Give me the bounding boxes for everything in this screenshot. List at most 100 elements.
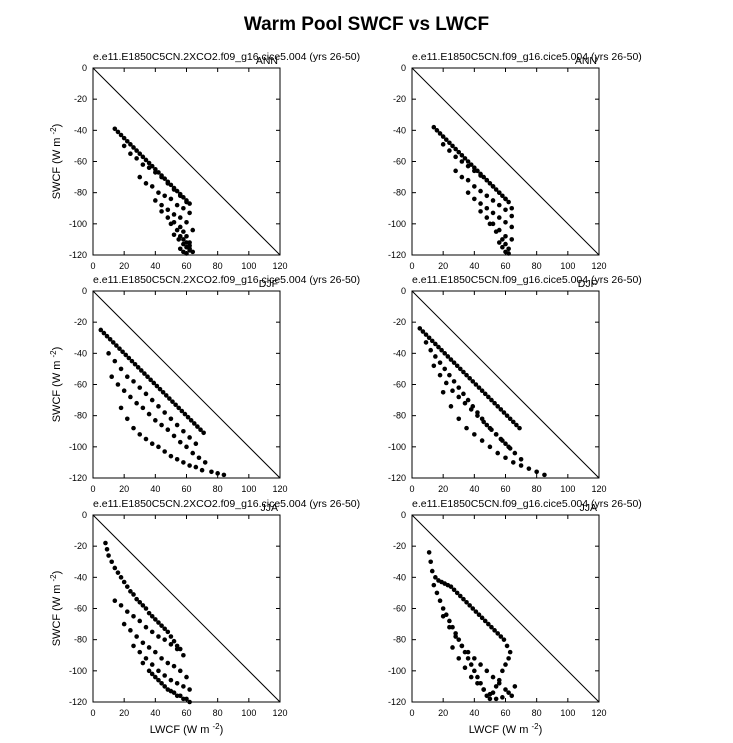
data-point (107, 337, 113, 342)
x-tick-label: 120 (591, 261, 606, 271)
data-point (440, 606, 446, 611)
x-tick-label: 100 (241, 484, 256, 494)
data-point (429, 568, 435, 574)
data-point (191, 421, 197, 426)
data-point (482, 618, 488, 624)
x-tick-label: 20 (119, 261, 129, 271)
x-tick-label: 80 (532, 708, 542, 718)
data-point (468, 662, 474, 667)
data-point (514, 422, 519, 428)
data-point (454, 363, 460, 369)
data-point (512, 450, 518, 456)
data-point (159, 422, 164, 428)
data-point (124, 609, 130, 614)
x-tick-label: 40 (150, 484, 160, 494)
y-tick-label: -100 (69, 442, 87, 452)
data-point (165, 427, 171, 432)
data-point (465, 649, 471, 655)
data-point (121, 388, 127, 394)
data-point (468, 674, 474, 680)
data-point (174, 422, 180, 428)
data-point (503, 234, 508, 239)
y-axis-label: SWCF (W m -2) (49, 347, 63, 423)
data-point (496, 190, 502, 195)
data-point (162, 193, 167, 199)
data-point (478, 209, 483, 214)
data-point (453, 146, 458, 152)
data-point (433, 354, 438, 359)
data-point (146, 165, 152, 171)
data-point (146, 411, 152, 417)
data-point (484, 177, 490, 183)
data-point (156, 404, 161, 409)
data-point (503, 662, 508, 667)
data-point (495, 631, 501, 636)
scatter-panel-3: 0 20 40 60 80 100 120 0 -20 -40 -60 -80 -100 -120 e.e1… (49, 274, 360, 494)
data-point (450, 645, 455, 650)
data-point (447, 148, 452, 153)
data-point (526, 466, 532, 471)
data-point (165, 181, 171, 186)
data-point (459, 152, 465, 158)
data-point (195, 424, 200, 429)
data-point (472, 656, 477, 661)
data-point (168, 221, 174, 227)
data-point (448, 584, 454, 589)
x-tick-label: 20 (119, 484, 129, 494)
data-point (184, 251, 189, 256)
data-point (162, 410, 167, 415)
data-point (168, 688, 174, 694)
data-point (509, 205, 515, 211)
y-tick-label: -40 (74, 125, 87, 135)
data-point (470, 379, 476, 384)
data-point (503, 455, 508, 461)
data-point (498, 634, 504, 639)
data-point (456, 656, 462, 661)
data-point (420, 329, 426, 334)
data-point (433, 575, 438, 580)
data-point (447, 140, 452, 146)
x-tick-label: 20 (438, 484, 448, 494)
data-point (453, 634, 458, 639)
data-point (134, 596, 139, 602)
x-tick-label: 120 (272, 484, 287, 494)
data-point (181, 237, 186, 242)
data-point (465, 190, 471, 195)
data-point (149, 441, 155, 447)
data-point (461, 369, 466, 375)
data-point (450, 143, 455, 149)
data-point (168, 196, 174, 202)
data-point (464, 372, 469, 378)
panel-title: e.e11.E1850C5CN.f09_g16.cice5.004 (yrs 2… (412, 51, 642, 63)
data-point (162, 449, 167, 454)
data-point (109, 374, 114, 380)
data-point (500, 237, 505, 242)
data-point (493, 187, 499, 192)
data-point (199, 467, 205, 473)
reference-line (411, 514, 600, 703)
data-point (440, 142, 446, 147)
data-point (493, 696, 499, 702)
y-tick-label: -100 (69, 219, 87, 229)
data-point (151, 380, 157, 386)
data-point (184, 674, 189, 680)
x-tick-label: 0 (90, 261, 95, 271)
x-tick-label: 80 (213, 261, 223, 271)
panel-title: e.e11.E1850C5CN.f09_g16.cice5.004 (yrs 2… (412, 274, 642, 286)
data-point (173, 402, 178, 408)
data-point (131, 145, 136, 150)
y-tick-label: -100 (388, 219, 406, 229)
data-point (104, 333, 110, 339)
x-tick-label: 20 (438, 261, 448, 271)
data-point (496, 202, 502, 208)
data-point (431, 582, 437, 588)
data-point (437, 372, 443, 378)
data-point (159, 202, 164, 208)
data-point (156, 620, 161, 625)
data-point (185, 414, 191, 420)
data-point (143, 656, 149, 661)
data-point (170, 399, 175, 404)
data-point (128, 628, 133, 633)
x-tick-label: 60 (181, 261, 191, 271)
data-point (461, 596, 466, 602)
